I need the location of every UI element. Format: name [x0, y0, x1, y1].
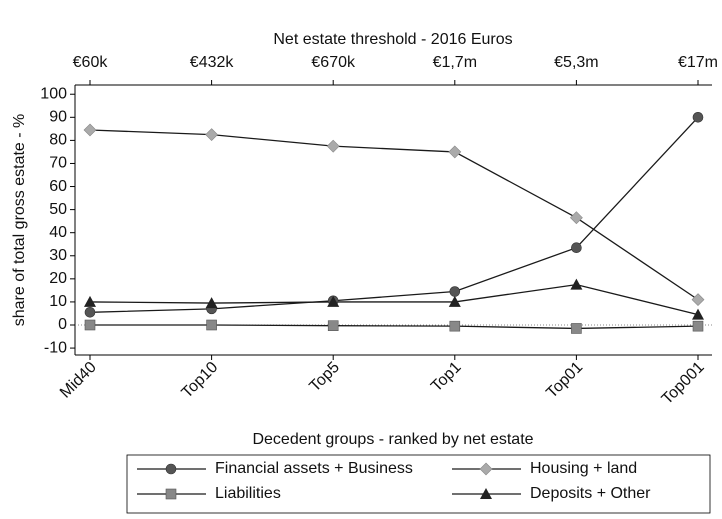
marker — [571, 323, 582, 334]
legend-label: Housing + land — [530, 460, 637, 477]
legend-box — [126, 454, 711, 514]
marker — [326, 139, 340, 153]
y-tick-label: 100 — [40, 85, 67, 102]
y-tick-label: 90 — [49, 109, 67, 126]
x-tick-label: Mid40 — [57, 359, 100, 402]
marker — [84, 307, 96, 318]
legend-marker — [165, 463, 177, 475]
legend-label: Financial assets + Business — [215, 460, 413, 477]
y-tick-label: 40 — [49, 224, 67, 241]
x-tick-label: Top5 — [306, 359, 343, 396]
marker — [449, 320, 461, 332]
y-tick-label: 30 — [49, 247, 67, 264]
legend-label: Deposits + Other — [530, 485, 651, 502]
top-tick-label: €1,7m — [433, 54, 477, 71]
marker — [571, 242, 582, 253]
legend-marker — [165, 488, 177, 500]
y-tick-label: 70 — [49, 155, 67, 172]
marker — [692, 308, 704, 320]
top-tick-label: €432k — [190, 54, 235, 71]
series-line — [89, 116, 699, 313]
marker — [569, 211, 583, 225]
x-tick-label: Top1 — [428, 359, 465, 396]
marker — [692, 320, 704, 332]
series-line — [89, 129, 699, 301]
x-tick-label: Top01 — [543, 359, 586, 402]
y-tick-label: 60 — [49, 178, 67, 195]
y-tick-label: 80 — [49, 132, 67, 149]
marker — [327, 320, 339, 331]
marker — [449, 286, 461, 297]
marker — [205, 297, 218, 309]
x-tick-label: Top10 — [179, 359, 222, 402]
legend-marker — [480, 488, 492, 499]
y-axis-title: share of total gross estate - % — [11, 114, 28, 327]
y-tick-label: 0 — [58, 316, 67, 333]
x-tick-label: Top001 — [659, 359, 708, 408]
marker — [691, 293, 705, 307]
y-tick-label: 10 — [49, 293, 67, 310]
marker — [448, 145, 462, 159]
y-tick-label: 20 — [49, 270, 67, 287]
series-line — [90, 324, 699, 330]
top-tick-label: €5,3m — [554, 54, 598, 71]
top-tick-label: €17m — [678, 54, 718, 71]
y-tick-label: -10 — [44, 339, 67, 356]
y-tick-label: 50 — [49, 201, 67, 218]
top-axis-title: Net estate threshold - 2016 Euros — [273, 31, 512, 48]
marker — [84, 319, 96, 331]
series-line — [89, 283, 699, 316]
marker — [206, 319, 217, 331]
x-axis-title: Decedent groups - ranked by net estate — [252, 431, 533, 448]
marker — [327, 295, 340, 307]
legend-marker — [479, 462, 493, 476]
top-tick-label: €60k — [73, 54, 109, 71]
legend-label: Liabilities — [215, 485, 281, 502]
marker — [692, 112, 704, 123]
marker — [570, 278, 583, 290]
marker — [205, 128, 219, 142]
marker — [83, 123, 97, 137]
top-tick-label: €670k — [311, 54, 356, 71]
marker — [448, 295, 461, 307]
marker — [84, 295, 96, 307]
